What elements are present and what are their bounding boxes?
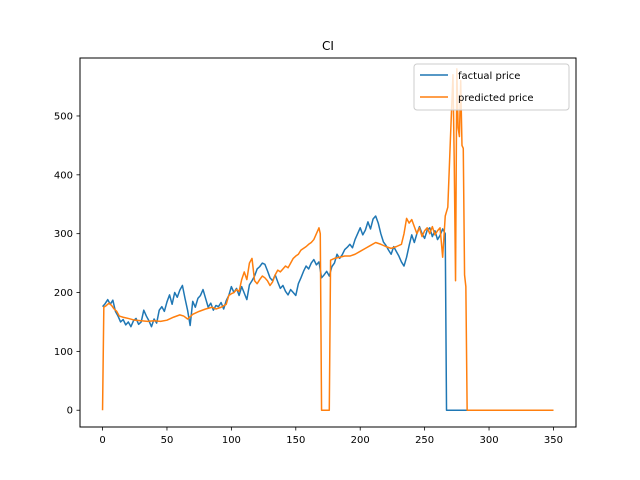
x-tick-label: 100 xyxy=(222,435,241,446)
x-axis: 0 50 100 150 200 250 300 350 xyxy=(99,427,563,446)
y-tick-label: 200 xyxy=(54,288,73,299)
legend-box xyxy=(413,63,570,111)
legend-label: predicted price xyxy=(458,93,534,104)
y-tick-label: 0 xyxy=(67,406,73,417)
x-tick-label: 350 xyxy=(544,435,563,446)
chart-title: CI xyxy=(322,39,334,53)
x-tick-label: 300 xyxy=(479,435,498,446)
y-tick-label: 100 xyxy=(54,347,73,358)
series-line-factual-price xyxy=(101,215,554,411)
legend-label: factual price xyxy=(458,71,520,82)
series-line-predicted-price xyxy=(101,68,554,411)
y-tick-label: 500 xyxy=(54,111,73,122)
plot-frame xyxy=(79,57,577,428)
plot-lines xyxy=(101,68,554,411)
x-tick-label: 0 xyxy=(99,435,105,446)
y-axis: 0 100 200 300 400 500 xyxy=(54,111,80,417)
x-tick-label: 250 xyxy=(415,435,434,446)
y-tick-label: 300 xyxy=(54,229,73,240)
legend: factual price predicted price xyxy=(413,63,570,111)
x-tick-label: 150 xyxy=(286,435,305,446)
y-tick-label: 400 xyxy=(54,170,73,181)
x-tick-label: 200 xyxy=(351,435,370,446)
x-tick-label: 50 xyxy=(161,435,174,446)
